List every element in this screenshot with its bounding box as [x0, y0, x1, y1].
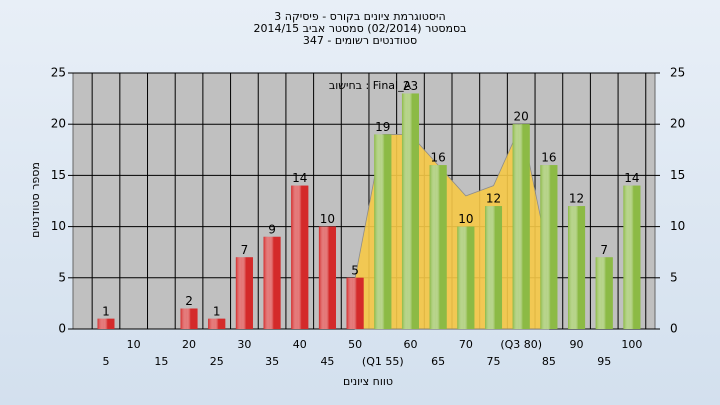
y-tick-label: 25 [51, 66, 66, 80]
data-label: 19 [375, 120, 390, 134]
y-axis-label: מספר סטודנטים [29, 162, 42, 238]
bar-shine [291, 185, 309, 329]
data-label: 1 [213, 304, 221, 318]
bar-shine [346, 277, 364, 329]
bar-shine [512, 124, 530, 329]
y-tick-label: 0 [58, 322, 66, 336]
y2-tick-label: 10 [670, 219, 685, 233]
annotation: בחישוב : Final_A [329, 79, 412, 92]
bar-shine [623, 185, 641, 329]
x-tick-label: 65 [431, 355, 445, 368]
x-axis-label: טווח ציונים [343, 375, 393, 388]
x-tick-label: 70 [459, 338, 473, 351]
bar-shine [180, 308, 198, 329]
bar-shine [429, 165, 447, 329]
bar-shine [97, 318, 115, 329]
bar-shine [235, 257, 253, 329]
x-tick-label: 100 [621, 338, 642, 351]
data-label: 12 [486, 192, 501, 206]
chart-title: היסטוגרמת ציונים בקורס - פיסיקה 3 [274, 10, 445, 23]
y-tick-label: 10 [51, 219, 66, 233]
y2-tick-label: 20 [670, 117, 685, 131]
x-tick-label: (Q1 55) [362, 355, 404, 368]
x-tick-label: 75 [487, 355, 501, 368]
y2-tick-label: 25 [670, 66, 685, 80]
data-label: 2 [185, 294, 193, 308]
x-tick-label: 35 [265, 355, 279, 368]
y2-tick-label: 15 [670, 168, 685, 182]
x-tick-label: 25 [210, 355, 224, 368]
data-label: 9 [268, 222, 276, 236]
bar-shine [457, 226, 475, 329]
y2-tick-label: 0 [670, 322, 678, 336]
bar-shine [318, 226, 336, 329]
x-tick-label: 30 [237, 338, 251, 351]
x-tick-label: 10 [127, 338, 141, 351]
bar-shine [568, 206, 586, 329]
y-tick-label: 15 [51, 168, 66, 182]
data-label: 5 [351, 263, 359, 277]
data-label: 20 [514, 110, 529, 124]
data-label: 1 [102, 304, 110, 318]
chart-subtitle: בסמסטר (02/2014) סמסטר אביב 2014/15 [253, 22, 466, 35]
data-label: 14 [624, 171, 639, 185]
x-tick-label: 60 [403, 338, 417, 351]
y-tick-label: 5 [58, 270, 66, 284]
data-label: 16 [541, 151, 556, 165]
data-label: 12 [569, 192, 584, 206]
bar-shine [208, 318, 226, 329]
data-label: 10 [320, 212, 335, 226]
data-label: 23 [403, 79, 418, 93]
data-label: 16 [431, 151, 446, 165]
x-tick-label: 95 [597, 355, 611, 368]
x-tick-label: 15 [154, 355, 168, 368]
bar-shine [263, 236, 281, 329]
x-tick-label: 5 [103, 355, 110, 368]
bar-shine [540, 165, 558, 329]
bar-shine [595, 257, 613, 329]
data-label: 7 [600, 243, 608, 257]
x-tick-label: (Q3 80) [500, 338, 542, 351]
bar-shine [401, 93, 419, 329]
data-label: 14 [292, 171, 307, 185]
x-tick-label: 45 [320, 355, 334, 368]
y-tick-label: 20 [51, 117, 66, 131]
bar-shine [485, 206, 503, 329]
x-tick-label: 90 [570, 338, 584, 351]
y2-tick-label: 5 [670, 270, 678, 284]
x-tick-label: 85 [542, 355, 556, 368]
x-tick-label: 20 [182, 338, 196, 351]
x-tick-label: 50 [348, 338, 362, 351]
data-label: 10 [458, 212, 473, 226]
bar-shine [374, 134, 392, 329]
x-tick-label: 40 [293, 338, 307, 351]
chart-subtitle: סטודנטים רשומים - 347 [303, 34, 417, 47]
data-label: 7 [241, 243, 249, 257]
